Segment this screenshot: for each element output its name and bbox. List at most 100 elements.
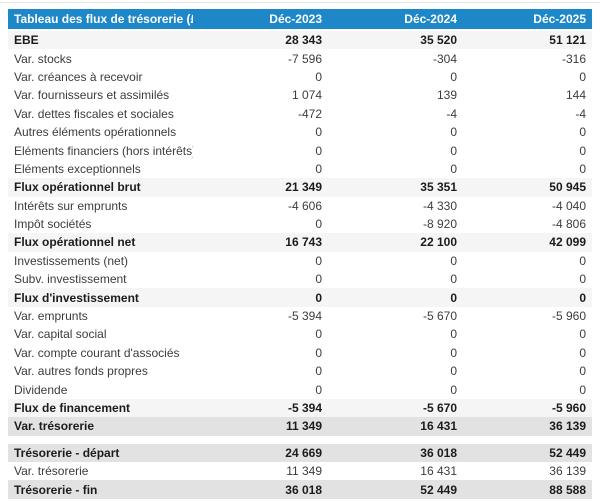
table-row: Investissements (net) 0 0 0 [8,251,592,271]
cell-value: 0 [450,290,457,305]
cell-value: 0 [450,382,457,397]
cell-value: 0 [315,364,322,379]
table-row: Flux d'investissement 0 0 0 [8,288,592,307]
table-row: Eléments financiers (hors intérêts) 0 0 0 [8,141,592,160]
cell-value: 0 [315,327,322,342]
cell-value: 0 [579,382,586,397]
cell-value: -5 670 [422,401,457,415]
cell-value: 24 669 [285,445,322,460]
cell-value: -4 606 [287,198,322,213]
row-label: Dividende [14,382,68,397]
column-header-dec-2024: Déc-2024 [328,9,463,31]
cell-value: 36 018 [285,482,322,497]
cell-value: 35 520 [420,33,457,48]
table-row: Eléments exceptionnels 0 0 0 [8,159,592,179]
row-label: Var. stocks [14,51,72,66]
table-row: Dividende 0 0 0 [8,380,592,399]
cell-value: 16 431 [420,419,457,434]
cell-value: 36 139 [549,464,586,479]
cell-value: 36 018 [420,445,457,460]
cell-value: -304 [432,51,457,66]
cell-value: -4 [575,106,586,121]
cell-value: 0 [579,69,586,84]
cell-value: -4 806 [551,217,586,232]
cell-value: 88 588 [549,482,586,497]
cell-value: 0 [315,143,322,158]
column-header-dec-2023: Déc-2023 [193,9,328,31]
row-label: Trésorerie - fin [14,482,98,497]
row-label: Flux de financement [14,401,131,415]
cell-value: 0 [315,69,322,84]
cell-value: -4 [446,106,457,121]
cell-value: 11 349 [286,464,322,479]
table-body: EBE 28 343 35 520 51 121 Var. stocks -7 596 -3… [8,30,592,499]
cell-value: -4 330 [422,198,457,213]
row-label: Var. capital social [14,327,107,342]
table-row: Impôt sociétés 0 -8 920 -4 806 [8,214,592,234]
cell-value: 0 [315,125,322,140]
row-label: Investissements (net) [14,253,129,268]
cell-value: 0 [450,345,457,360]
cell-value: 0 [450,143,457,158]
cell-value: -5 394 [287,309,322,324]
cell-value: 0 [450,272,457,287]
cell-value: -4 040 [551,198,586,213]
table-row: Trésorerie - fin 36 018 52 449 88 588 [8,480,592,499]
table-row: Var. emprunts -5 394 -5 670 -5 960 [8,306,592,326]
cell-value: 52 449 [549,445,586,460]
row-label: Impôt sociétés [14,217,92,232]
row-label: Flux d'investissement [14,290,139,305]
cell-value: 0 [315,290,322,305]
cell-value: 42 099 [549,235,586,250]
cell-value: 0 [579,272,586,287]
cell-value: 1 074 [291,88,322,103]
cell-value: 0 [450,69,457,84]
table-row: Var. créances à recevoir 0 0 0 [8,67,592,87]
cash-flow-report: Tableau des flux de trésorerie (£) Déc-2… [0,3,600,499]
cell-value: 21 349 [285,180,322,195]
row-label: Trésorerie - départ [14,445,120,460]
row-label: Var. autres fonds propres [14,364,148,379]
table-row: Var. compte courant d'associés 0 0 0 [8,343,592,363]
row-label: Var. trésorerie [14,419,95,434]
table-row: Subv. investissement 0 0 0 [8,270,592,289]
cell-value: 144 [565,88,586,103]
cell-value: 0 [315,382,322,397]
cell-value: 51 121 [549,33,586,48]
cell-value: -5 960 [551,401,586,415]
row-label: Var. créances à recevoir [14,69,143,84]
cell-value: 16 431 [420,464,457,479]
row-label: Var. compte courant d'associés [14,345,180,360]
header-row: Tableau des flux de trésorerie (£) Déc-2… [8,9,592,31]
cell-value: 139 [436,88,457,103]
cell-value: 0 [579,161,586,176]
cash-flow-table: Tableau des flux de trésorerie (£) Déc-2… [8,9,592,499]
row-label: Var. dettes fiscales et sociales [14,106,174,121]
cell-value: 0 [315,217,322,232]
cell-value: 16 743 [285,235,322,250]
row-label: Autres éléments opérationnels [14,125,177,140]
cell-value: 0 [579,290,586,305]
table-row: Var. fournisseurs et assimilés 1 074 139 14… [8,86,592,105]
table-row: Var. autres fonds propres 0 0 0 [8,362,592,381]
cell-value: 50 945 [549,180,586,195]
row-label: Var. emprunts [14,309,88,324]
row-label: Intérêts sur emprunts [14,198,128,213]
cell-value: 0 [450,125,457,140]
cell-value: 0 [315,253,322,268]
table-row: Flux de financement -5 394 -5 670 -5 960 [8,398,592,418]
row-label: Var. fournisseurs et assimilés [14,88,170,103]
cell-value: 11 349 [285,419,322,434]
column-header-dec-2025: Déc-2025 [463,9,592,31]
cell-value: 28 343 [285,33,322,48]
table-row: Flux opérationnel net 16 743 22 100 42 099 [8,233,592,252]
section-gap [8,435,592,444]
table-row: Var. dettes fiscales et sociales -472 -4 -4 [8,104,592,123]
cell-value: 0 [579,327,586,342]
table-row: Var. stocks -7 596 -304 -316 [8,49,592,68]
table-row: Var. trésorerie 11 349 16 431 36 139 [8,417,592,436]
row-label: Flux opérationnel brut [14,180,141,195]
row-label: Subv. investissement [14,272,127,287]
cell-value: 0 [450,253,457,268]
cell-value: 0 [450,161,457,176]
